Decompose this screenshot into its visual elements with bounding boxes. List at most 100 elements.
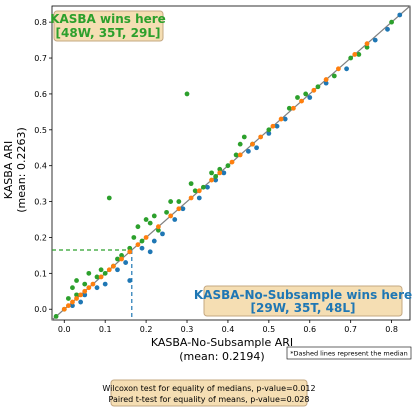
loss-point [245, 148, 251, 154]
y-tick-label: 0.6 [34, 90, 47, 99]
loss-point [385, 26, 390, 32]
win-point [233, 152, 239, 158]
median-note-text: *Dashed lines represent the median [290, 350, 408, 358]
losses-counts: [29W, 35T, 48L] [251, 301, 356, 315]
tie-point [258, 134, 264, 140]
x-tick-label: 0.6 [303, 325, 316, 334]
y-axis-ticks: 0.0 0.1 0.2 0.3 0.4 0.5 0.6 0.7 0.8 [34, 18, 52, 314]
win-point [86, 270, 92, 276]
tie-point [98, 274, 104, 280]
win-point [192, 188, 198, 194]
win-point [106, 195, 112, 201]
win-point [164, 209, 169, 215]
loss-point [147, 249, 153, 255]
win-point [295, 95, 300, 100]
tie-point [78, 292, 84, 298]
tie-point [106, 267, 112, 273]
loss-point [205, 184, 210, 190]
y-axis-mean: (mean: 0.2263) [15, 127, 28, 212]
win-point [115, 256, 120, 262]
win-point [74, 292, 79, 298]
win-point [94, 274, 100, 280]
loss-point [307, 95, 313, 100]
win-point [147, 220, 153, 226]
loss-point [127, 278, 133, 283]
tie-point [143, 235, 149, 240]
test-results: Wilcoxon test for equality of medians, p… [102, 379, 316, 407]
loss-point [123, 260, 129, 265]
win-point [209, 170, 214, 176]
loss-point [151, 238, 157, 244]
tie-point [323, 77, 329, 82]
tie-point [278, 116, 284, 122]
median-lines [52, 249, 133, 320]
loss-point [221, 170, 227, 176]
loss-point [139, 245, 145, 251]
tie-point [90, 281, 96, 287]
tie-point [188, 195, 194, 201]
win-point [176, 199, 182, 204]
wins-annotation: KASBA wins here [48W, 35T, 29L] [50, 10, 166, 42]
x-tick-label: 0.2 [140, 325, 153, 334]
tie-point [237, 152, 243, 158]
tie-point [74, 296, 79, 301]
win-point [127, 245, 133, 251]
tie-point [176, 206, 182, 212]
ttest-result: Paired t-test for equality of means, p-v… [109, 395, 310, 404]
win-point [225, 163, 231, 169]
win-point [184, 91, 190, 97]
win-point [266, 127, 272, 133]
win-point [74, 278, 79, 283]
wins-counts: [48W, 35T, 29L] [56, 26, 161, 40]
tie-point [70, 299, 75, 305]
y-tick-label: 0.3 [34, 198, 47, 207]
y-tick-label: 0.0 [34, 305, 47, 314]
loss-point [213, 177, 219, 183]
tie-point [352, 52, 358, 57]
tie-point [311, 87, 317, 93]
loss-point [196, 195, 202, 201]
tie-point [135, 242, 141, 248]
tie-point [61, 306, 67, 312]
win-point [188, 181, 194, 187]
loss-point [254, 145, 259, 151]
win-point [168, 199, 174, 204]
y-tick-label: 0.4 [34, 162, 47, 171]
win-point [315, 84, 321, 90]
loss-point [282, 116, 288, 122]
tie-point [364, 41, 370, 47]
y-tick-label: 0.1 [34, 269, 47, 278]
loss-point [102, 281, 108, 287]
loss-point [344, 66, 349, 72]
tie-point [82, 288, 88, 294]
loss-point [372, 37, 378, 43]
win-point [82, 281, 88, 287]
tie-point [110, 263, 116, 269]
win-point [131, 235, 137, 240]
win-point [356, 52, 362, 57]
win-point [139, 238, 145, 244]
loss-point [160, 231, 165, 237]
tie-point [217, 170, 223, 176]
win-point [237, 141, 243, 147]
tie-point [155, 224, 161, 230]
win-point [102, 270, 108, 276]
losses-title: KASBA-No-Subsample wins here [194, 288, 412, 302]
x-tick-label: 0.1 [99, 325, 112, 334]
tie-point [127, 249, 133, 255]
loss-point [180, 206, 186, 212]
median-note: *Dashed lines represent the median [286, 346, 412, 360]
y-tick-label: 0.8 [34, 18, 47, 27]
x-tick-label: 0.8 [385, 325, 398, 334]
loss-point [172, 217, 178, 222]
tie-point [250, 141, 255, 147]
win-point [303, 91, 309, 97]
y-tick-label: 0.7 [34, 54, 47, 63]
losses-annotation: KASBA-No-Subsample wins here [29W, 35T, … [194, 285, 412, 317]
y-tick-label: 0.5 [34, 126, 47, 135]
win-point [217, 166, 223, 172]
win-point [241, 134, 247, 140]
tie-point [65, 303, 71, 309]
tie-point [299, 98, 304, 104]
